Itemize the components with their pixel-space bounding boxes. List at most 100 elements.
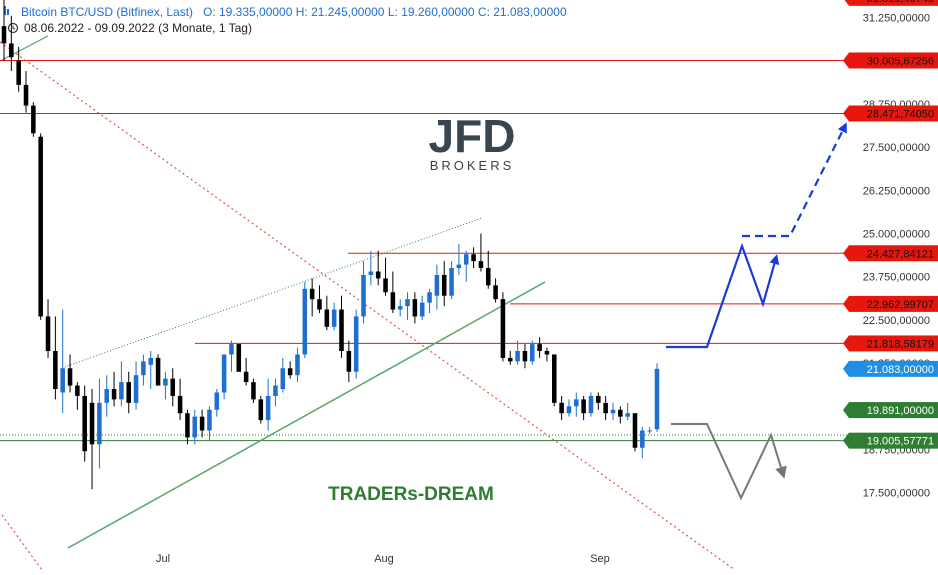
candle [566, 399, 572, 417]
candle-body [581, 399, 586, 414]
candle [427, 288, 432, 313]
candle [640, 427, 645, 459]
level-tag [849, 360, 938, 377]
level-tag-label: 19.005,57771 [867, 436, 934, 448]
candle-body [449, 268, 454, 296]
candle-body [346, 351, 352, 372]
candle [119, 361, 124, 407]
candle-body [126, 382, 132, 403]
level-tag-pointer [843, 245, 849, 262]
candle [625, 402, 630, 421]
candle-body [207, 409, 212, 431]
level-tag-pointer [843, 432, 849, 449]
levels-layer [0, 59, 848, 442]
price-level-tags: 31.819,40749 30.005,67256 28.471,74050 24.4… [843, 0, 938, 449]
candle [485, 250, 491, 289]
candle [588, 392, 594, 417]
x-tick-label: Jul [156, 553, 170, 565]
candle [441, 261, 447, 307]
candle [207, 406, 212, 441]
candle [9, 15, 14, 72]
candle-body [434, 274, 440, 296]
level-tag-pointer [844, 0, 849, 6]
candle [1, 0, 7, 61]
x-tick-label: Sep [590, 553, 610, 565]
level-tag-pointer [843, 360, 849, 377]
level-tag-pointer [843, 295, 849, 312]
level-tag-label: 19.891,00000 [867, 405, 934, 417]
candle [419, 295, 425, 320]
candle-body [375, 271, 381, 279]
bullish-projection-extension [742, 122, 847, 238]
candle-body [544, 351, 550, 355]
bullish-projection [666, 242, 780, 349]
y-tick-label: 26.250,00000 [863, 185, 930, 197]
candle-body [618, 409, 623, 417]
candle [324, 295, 330, 331]
candle [346, 340, 352, 383]
candle-body [221, 354, 227, 393]
candle-body [654, 368, 660, 430]
candle-body [243, 371, 249, 383]
candle-body [155, 357, 161, 386]
candle-body [478, 261, 484, 269]
candle-body [493, 285, 498, 300]
clock-icon [7, 22, 19, 34]
level-tag-label: 22.962,99707 [867, 299, 934, 311]
candle [185, 409, 190, 445]
candle-body [405, 299, 410, 307]
chart-header: Bitcoin BTC/USD (Bitfinex, Last) O: 19.3… [4, 5, 567, 35]
candle [23, 71, 29, 113]
candle [229, 340, 234, 372]
candle [500, 292, 506, 362]
candle-body [287, 368, 293, 376]
candle [111, 371, 117, 407]
candle [412, 292, 418, 324]
level-tag-label: 24.427,84121 [867, 248, 934, 260]
candle [559, 395, 564, 421]
candle-body [632, 413, 638, 448]
candle-body [647, 430, 652, 432]
candle-body [419, 302, 425, 317]
candle [478, 233, 484, 272]
candle-body [1, 26, 7, 44]
candle-body [610, 409, 616, 414]
candle [368, 250, 374, 286]
candle-body [31, 105, 36, 134]
candle-body [441, 274, 447, 296]
candle-body [640, 430, 645, 448]
level-tag-pointer [843, 52, 849, 69]
candle [75, 382, 80, 410]
candle-body [368, 271, 374, 275]
candle-body [309, 288, 315, 300]
candle [390, 271, 396, 313]
candle [596, 392, 601, 410]
date-range-label: 08.06.2022 - 09.09.2022 (3 Monate, 1 Tag… [24, 21, 252, 35]
y-tick-label: 23.750,00000 [863, 272, 930, 284]
candle [647, 427, 652, 434]
candle-body [383, 278, 388, 293]
instrument-label: Bitcoin BTC/USD (Bitfinex, Last) [21, 5, 193, 19]
candle [280, 357, 286, 393]
candle-body [456, 264, 462, 269]
clock-hand-icon [12, 25, 16, 30]
candle [331, 302, 337, 331]
jfd-logo-text: JFD [429, 110, 516, 162]
candle [302, 281, 308, 358]
candle-body [82, 395, 87, 452]
candle [163, 371, 168, 400]
candles-layer [1, 0, 660, 490]
candle [522, 344, 528, 369]
lower-dotted-line [1, 514, 43, 570]
traders-dream-label: TRADERs-DREAM [328, 484, 494, 505]
candle-body [588, 395, 594, 414]
level-tag [849, 105, 938, 122]
candle-body [485, 268, 491, 286]
candle [243, 357, 249, 386]
candle [618, 406, 623, 424]
candle [317, 285, 322, 313]
level-tag-pointer [843, 335, 849, 352]
candle-body [515, 351, 520, 362]
